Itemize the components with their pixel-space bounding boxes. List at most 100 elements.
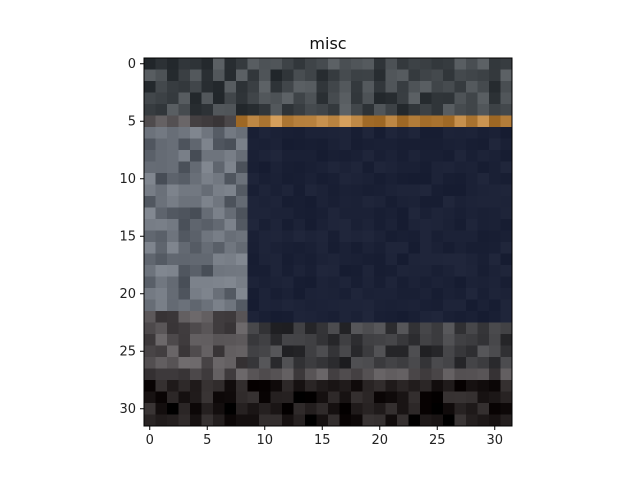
heatmap-cell [190,368,202,381]
heatmap-cell [408,334,421,346]
heatmap-cell [190,299,202,312]
heatmap-cell [201,161,214,174]
heatmap-cell [454,299,467,312]
heatmap-cell [305,322,317,335]
heatmap-cell [247,230,260,243]
heatmap-cell [500,334,513,346]
heatmap-cell [155,242,168,254]
heatmap-cell [500,58,513,70]
heatmap-cell [178,403,191,415]
heatmap-cell [431,115,444,128]
heatmap-cell [270,368,283,381]
heatmap-cell [362,368,375,381]
heatmap-cell [305,207,317,220]
heatmap-cell [178,380,191,392]
heatmap-cell [454,115,467,128]
heatmap-cell [362,184,375,197]
heatmap-cell [213,69,225,82]
heatmap-cell [420,173,432,185]
heatmap-cell [500,92,513,105]
heatmap-cell [236,184,248,197]
heatmap-cell [466,380,478,392]
heatmap-cell [489,69,501,82]
heatmap-cell [213,380,225,392]
heatmap-cell [489,161,501,174]
heatmap-cell [362,173,375,185]
heatmap-cell [282,219,294,231]
heatmap-cell [328,219,340,231]
heatmap-cell [316,138,329,151]
heatmap-cell [224,58,237,70]
heatmap-cell [431,81,444,93]
heatmap-cell [305,288,317,300]
heatmap-cell [466,414,478,427]
heatmap-cell [270,150,283,162]
heatmap-cell [351,288,363,300]
heatmap-cell [454,414,467,427]
heatmap-cell [167,334,179,346]
heatmap-cell [420,184,432,197]
heatmap-cell [259,81,271,93]
heatmap-cell [144,92,156,105]
heatmap-cell [316,299,329,312]
heatmap-cell [339,92,352,105]
heatmap-cell [328,391,340,404]
heatmap-cell [201,414,214,427]
heatmap-cell [270,265,283,277]
heatmap-cell [201,368,214,381]
heatmap-cell [339,115,352,128]
heatmap-cell [408,299,421,312]
heatmap-cell [454,173,467,185]
heatmap-cell [155,322,168,335]
heatmap-cell [477,265,490,277]
heatmap-cell [155,115,168,128]
heatmap-cell [397,58,409,70]
heatmap-cell [408,184,421,197]
heatmap-cell [270,322,283,335]
heatmap-cell [443,299,455,312]
heatmap-cell [489,138,501,151]
heatmap-cell [328,115,340,128]
heatmap-cell [420,403,432,415]
heatmap-cell [144,230,156,243]
heatmap-cell [385,311,398,323]
heatmap-cell [431,380,444,392]
heatmap-cell [236,104,248,116]
heatmap-cell [293,276,306,289]
heatmap-cell [190,184,202,197]
heatmap-cell [305,368,317,381]
heatmap-cell [431,150,444,162]
heatmap-cell [270,288,283,300]
heatmap-cell [282,196,294,208]
heatmap-cell [466,368,478,381]
heatmap-cell [385,368,398,381]
heatmap-cell [328,138,340,151]
heatmap-cell [328,242,340,254]
heatmap-cell [477,242,490,254]
heatmap-cell [190,104,202,116]
heatmap-cell [362,161,375,174]
heatmap-cell [178,288,191,300]
heatmap-cell [259,207,271,220]
heatmap-cell [374,345,386,358]
heatmap-cell [178,173,191,185]
heatmap-cell [454,104,467,116]
heatmap-cell [362,265,375,277]
heatmap-cell [443,207,455,220]
heatmap-cell [259,414,271,427]
heatmap-cell [362,334,375,346]
heatmap-cell [224,138,237,151]
heatmap-cell [282,242,294,254]
heatmap-cell [385,81,398,93]
heatmap-cell [270,345,283,358]
heatmap-cell [408,161,421,174]
heatmap-cell [397,104,409,116]
heatmap-cell [374,104,386,116]
heatmap-cell [224,69,237,82]
heatmap-cell [247,357,260,369]
heatmap-cell [362,207,375,220]
heatmap-cell [328,265,340,277]
heatmap-cell [408,391,421,404]
x-tick-label: 25 [429,433,446,448]
